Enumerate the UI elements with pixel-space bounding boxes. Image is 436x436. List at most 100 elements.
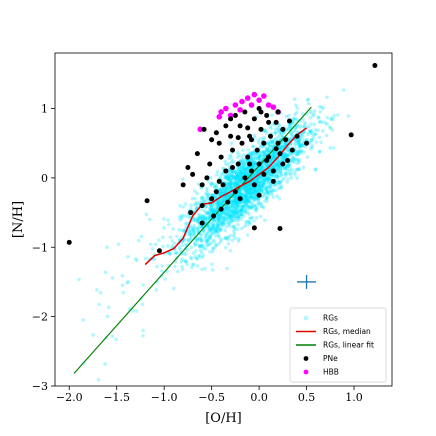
rg-point	[292, 170, 297, 175]
rg-point	[256, 176, 260, 181]
hbb-point	[218, 109, 224, 115]
rg-point	[262, 150, 266, 154]
rg-point	[272, 132, 277, 136]
pne-point	[199, 182, 205, 188]
rg-point	[308, 129, 312, 133]
rg-point	[258, 151, 262, 156]
rg-point	[213, 230, 217, 234]
rg-point	[248, 222, 252, 226]
rg-point	[243, 198, 248, 203]
rg-point	[196, 216, 200, 220]
rg-point	[235, 167, 240, 172]
rg-point	[244, 188, 249, 192]
rg-point	[263, 178, 267, 183]
rg-point	[227, 156, 231, 161]
rg-point	[230, 201, 234, 206]
rg-point	[289, 124, 294, 128]
rg-point	[240, 169, 245, 174]
rg-point	[240, 169, 244, 173]
rg-point	[313, 132, 317, 137]
rg-point	[251, 196, 256, 200]
rg-point	[208, 235, 212, 240]
rg-point	[172, 286, 176, 291]
rg-point	[248, 188, 253, 193]
rg-point	[232, 211, 237, 215]
rg-point	[193, 229, 197, 233]
rg-point	[242, 210, 247, 214]
rg-point	[189, 206, 193, 211]
rg-point	[186, 238, 191, 242]
rg-point	[238, 174, 243, 178]
rg-point	[246, 182, 251, 186]
rg-point	[245, 204, 250, 208]
rg-point	[239, 178, 244, 182]
rg-point	[191, 262, 195, 267]
rg-point	[192, 233, 196, 238]
pne-point	[230, 164, 236, 170]
rg-point	[266, 177, 270, 182]
rg-point	[238, 192, 243, 196]
rg-point	[261, 181, 266, 185]
rg-point	[201, 214, 205, 219]
rg-point	[202, 197, 207, 202]
rg-point	[215, 210, 219, 214]
rg-point	[239, 171, 244, 175]
rg-point	[170, 244, 175, 248]
rg-point	[241, 209, 245, 213]
rg-point	[212, 225, 217, 230]
rg-point	[218, 191, 223, 196]
rg-point	[256, 202, 261, 206]
rg-point	[259, 183, 263, 188]
rg-point	[244, 196, 249, 201]
rg-point	[317, 149, 322, 154]
rg-point	[262, 191, 267, 196]
rg-point	[229, 219, 234, 223]
rg-point	[294, 139, 299, 143]
pne-point	[213, 130, 219, 136]
rg-point	[210, 226, 215, 231]
rg-point	[208, 203, 213, 208]
rg-point	[215, 194, 219, 199]
rg-point	[183, 202, 188, 206]
rg-point	[211, 209, 215, 213]
pne-point	[232, 189, 238, 195]
rg-point	[241, 192, 245, 197]
rg-point	[278, 123, 282, 127]
rg-point	[232, 174, 237, 179]
rg-point	[269, 137, 274, 142]
rg-point	[256, 168, 260, 173]
rg-point	[291, 156, 295, 161]
rg-point	[241, 160, 246, 165]
rg-point	[256, 187, 260, 191]
pne-point	[247, 161, 253, 167]
rg-point	[243, 193, 247, 198]
rg-point	[273, 162, 277, 167]
rg-point	[265, 170, 270, 175]
rg-point	[222, 188, 227, 192]
rg-point	[219, 215, 224, 219]
rg-point	[238, 171, 243, 175]
rg-point	[208, 236, 212, 241]
rg-point	[188, 233, 193, 237]
rg-point	[237, 169, 241, 174]
rg-point	[229, 216, 234, 221]
rg-point	[141, 334, 145, 338]
rg-point	[252, 203, 257, 207]
rg-point	[231, 203, 235, 207]
rg-point	[271, 154, 275, 158]
pne-point	[277, 226, 283, 232]
rg-point	[223, 228, 227, 232]
rg-point	[249, 186, 253, 190]
rg-point	[303, 122, 308, 126]
rg-point	[220, 221, 224, 226]
rg-point	[309, 111, 313, 115]
rg-point	[275, 173, 279, 178]
rg-point	[250, 151, 254, 156]
rg-point	[240, 193, 244, 198]
rg-point	[234, 198, 238, 202]
rg-point	[229, 219, 234, 223]
rg-point	[221, 218, 225, 223]
rg-point	[246, 185, 250, 189]
rg-point	[208, 214, 212, 219]
pne-point	[223, 123, 229, 129]
